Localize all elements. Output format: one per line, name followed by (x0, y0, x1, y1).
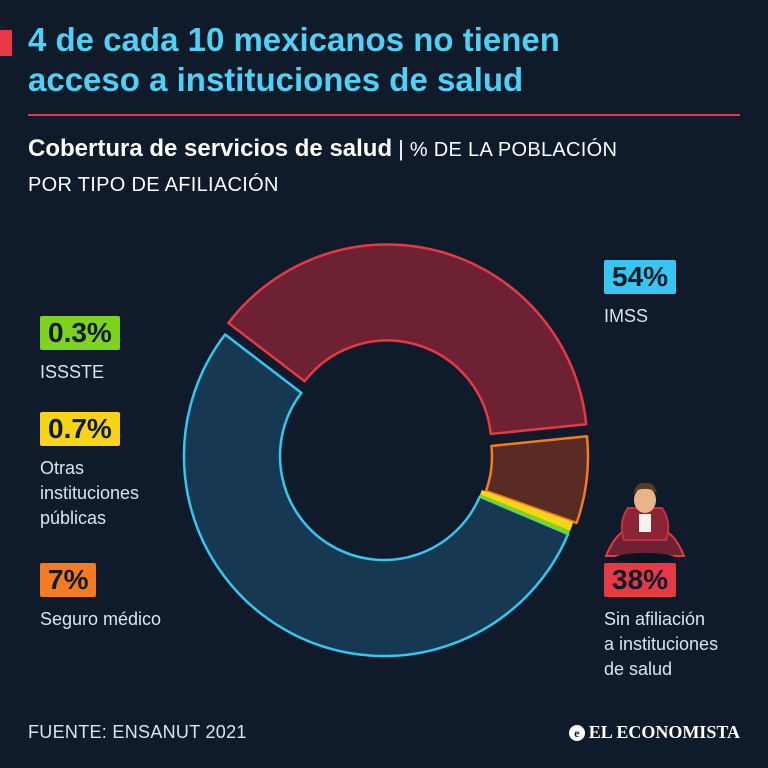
brand-name: EL ECONOMISTA (588, 722, 740, 742)
page-title: 4 de cada 10 mexicanos no tienen acceso … (28, 20, 748, 100)
brand-e-icon: e (568, 725, 585, 741)
label-seguro-medico: 7% Seguro médico (40, 563, 161, 632)
otras-label-line-1: Otras (40, 458, 85, 478)
brand-logo: e EL ECONOMISTA (568, 722, 740, 743)
subtitle-bold: Cobertura de servicios de salud (28, 135, 393, 162)
chart-subtitle: Cobertura de servicios de salud |% DE LA … (28, 132, 748, 202)
imss-percent-badge: 54% (604, 260, 677, 294)
label-sin-afiliacion: 38% Sin afiliación a instituciones de sa… (604, 563, 718, 682)
imss-category-label: IMSS (604, 306, 649, 326)
title-line-1: 4 de cada 10 mexicanos no tienen (28, 21, 560, 58)
donut-slice-seguro (484, 435, 590, 525)
sin-label-line-2: a instituciones (604, 634, 719, 654)
otras-percent-badge: 0.7% (40, 412, 120, 446)
subtitle-unit-line-2: POR TIPO DE AFILIACIÓN (28, 174, 279, 196)
donut-slice-sin (227, 243, 588, 436)
sin-percent-badge: 38% (604, 563, 677, 597)
title-accent-bar (0, 30, 12, 56)
label-otras: 0.7% Otras instituciones públicas (40, 412, 139, 531)
title-divider (28, 114, 740, 116)
issste-category-label: ISSSTE (40, 362, 105, 382)
sin-label-line-1: Sin afiliación (604, 609, 706, 629)
label-imss: 54% IMSS (604, 260, 677, 329)
seguro-category-label: Seguro médico (40, 609, 162, 629)
otras-label-line-2: instituciones (40, 483, 140, 503)
sick-person-illustration (604, 482, 686, 563)
title-line-2: acceso a instituciones de salud (28, 61, 524, 98)
sin-label-line-3: de salud (604, 659, 673, 679)
donut-slice-imss (182, 333, 570, 658)
label-issste: 0.3% ISSSTE (40, 316, 120, 385)
otras-category-label: Otras instituciones públicas (40, 456, 139, 531)
issste-percent-badge: 0.3% (40, 316, 120, 350)
otras-label-line-3: públicas (40, 508, 107, 528)
seguro-percent-badge: 7% (40, 563, 97, 597)
subtitle-separator: | (398, 136, 404, 161)
subtitle-unit-line-1: % DE LA POBLACIÓN (409, 139, 618, 161)
source-note: FUENTE: ENSANUT 2021 (28, 722, 247, 742)
donut-slice-issste (479, 494, 571, 535)
sin-category-label: Sin afiliación a instituciones de salud (604, 607, 718, 682)
